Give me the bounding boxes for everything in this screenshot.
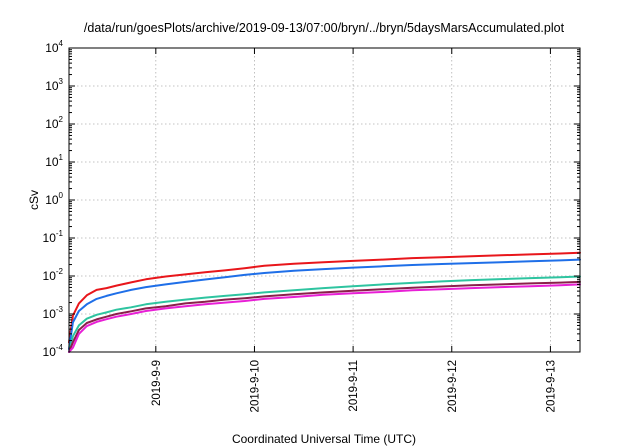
x-tick-label: 2019-9-10 xyxy=(249,360,261,412)
y-tick-exponent: 2 xyxy=(59,115,64,124)
y-tick-label: 103 xyxy=(45,77,63,93)
y-tick-base: 10 xyxy=(45,117,59,131)
y-tick-exponent: -2 xyxy=(56,267,64,276)
series-line-4 xyxy=(68,280,581,353)
series-layer xyxy=(68,251,581,353)
chart-title: /data/run/goesPlots/archive/2019-09-13/0… xyxy=(84,21,565,35)
y-axis-label: cSv xyxy=(27,190,41,210)
y-tick-base: 10 xyxy=(45,155,59,169)
series-line-2 xyxy=(68,258,581,350)
y-tick-label: 10-3 xyxy=(43,305,64,321)
x-tick-label: 2019-9-12 xyxy=(447,360,459,412)
y-tick-base: 10 xyxy=(45,193,59,207)
series-line-1 xyxy=(68,251,581,344)
y-tick-exponent: -1 xyxy=(56,229,64,238)
y-tick-label: 10-2 xyxy=(43,267,64,283)
y-tick-exponent: -4 xyxy=(56,343,64,352)
y-tick-exponent: 4 xyxy=(59,39,64,48)
grid xyxy=(69,48,580,352)
x-axis-label: Coordinated Universal Time (UTC) xyxy=(232,432,416,446)
y-tick-base: 10 xyxy=(43,345,57,359)
y-tick-base: 10 xyxy=(43,269,57,283)
y-tick-base: 10 xyxy=(45,79,59,93)
y-tick-label: 104 xyxy=(45,39,63,55)
y-tick-exponent: 0 xyxy=(59,191,64,200)
y-tick-exponent: 3 xyxy=(59,77,64,86)
series-line-3 xyxy=(68,275,581,353)
y-tick-exponent: 1 xyxy=(59,153,64,162)
series-line-5 xyxy=(68,283,581,353)
y-tick-exponent: -3 xyxy=(56,305,64,314)
y-tick-label: 10-4 xyxy=(43,343,64,359)
y-tick-label: 101 xyxy=(45,153,63,169)
x-tick-label: 2019-9-11 xyxy=(348,360,360,412)
y-tick-label: 100 xyxy=(45,191,63,207)
y-tick-base: 10 xyxy=(43,231,57,245)
x-tick-label: 2019-9-9 xyxy=(151,360,163,406)
y-tick-base: 10 xyxy=(43,307,57,321)
y-tick-label: 10-1 xyxy=(43,229,64,245)
y-tick-label: 102 xyxy=(45,115,63,131)
x-tick-label: 2019-9-13 xyxy=(545,360,557,412)
y-tick-base: 10 xyxy=(45,41,59,55)
